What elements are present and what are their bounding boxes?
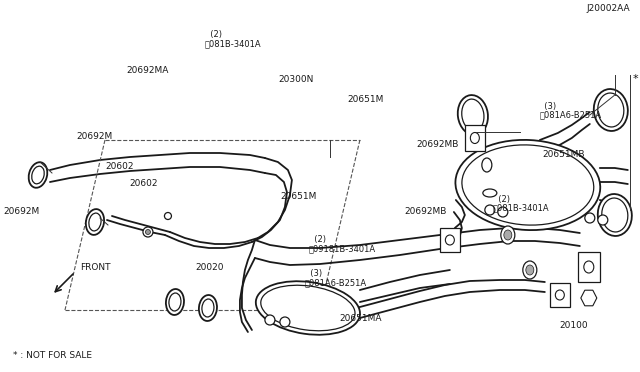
Ellipse shape bbox=[260, 285, 355, 331]
Text: (2): (2) bbox=[493, 195, 509, 203]
Ellipse shape bbox=[445, 235, 454, 245]
Ellipse shape bbox=[526, 265, 534, 275]
Ellipse shape bbox=[169, 293, 181, 311]
Ellipse shape bbox=[523, 261, 537, 279]
Text: Ⓞ081B-3401A: Ⓞ081B-3401A bbox=[205, 39, 261, 48]
Ellipse shape bbox=[501, 226, 515, 244]
Text: *: * bbox=[633, 74, 639, 84]
Text: 20651MA: 20651MA bbox=[339, 314, 381, 323]
Bar bbox=[440, 228, 460, 252]
Ellipse shape bbox=[256, 281, 360, 335]
Text: 20692M: 20692M bbox=[77, 132, 113, 141]
Text: 20020: 20020 bbox=[195, 263, 223, 272]
Ellipse shape bbox=[265, 315, 275, 325]
Text: 20692MB: 20692MB bbox=[416, 140, 458, 149]
Ellipse shape bbox=[504, 230, 512, 240]
Ellipse shape bbox=[199, 295, 217, 321]
Ellipse shape bbox=[498, 207, 508, 217]
Ellipse shape bbox=[280, 317, 290, 327]
Ellipse shape bbox=[485, 205, 495, 215]
Text: 20602: 20602 bbox=[106, 162, 134, 171]
Ellipse shape bbox=[202, 299, 214, 317]
Ellipse shape bbox=[143, 227, 153, 237]
Text: 20651M: 20651M bbox=[348, 95, 384, 104]
Text: (3): (3) bbox=[305, 269, 322, 278]
Text: Ⓞ081B-3401A: Ⓞ081B-3401A bbox=[493, 204, 549, 213]
Text: (2): (2) bbox=[309, 235, 326, 244]
Ellipse shape bbox=[556, 290, 564, 300]
Ellipse shape bbox=[598, 194, 632, 236]
Ellipse shape bbox=[456, 140, 600, 230]
Text: * : NOT FOR SALE: * : NOT FOR SALE bbox=[13, 351, 92, 360]
Text: Ⓐ081A6-B251A: Ⓐ081A6-B251A bbox=[305, 278, 367, 287]
Ellipse shape bbox=[462, 145, 594, 225]
Text: 20300N: 20300N bbox=[278, 76, 314, 84]
Ellipse shape bbox=[461, 99, 484, 131]
Text: 20100: 20100 bbox=[560, 321, 588, 330]
Ellipse shape bbox=[483, 189, 497, 197]
Text: (3): (3) bbox=[540, 102, 556, 110]
Ellipse shape bbox=[598, 215, 608, 225]
Ellipse shape bbox=[29, 162, 47, 188]
Text: 20692MA: 20692MA bbox=[127, 66, 169, 75]
Ellipse shape bbox=[89, 213, 101, 231]
Ellipse shape bbox=[458, 95, 488, 135]
Ellipse shape bbox=[482, 158, 492, 172]
Ellipse shape bbox=[164, 212, 172, 219]
Text: 20692M: 20692M bbox=[3, 207, 40, 216]
Text: 20651M: 20651M bbox=[280, 192, 317, 201]
Ellipse shape bbox=[598, 93, 624, 127]
Bar bbox=[578, 252, 600, 282]
Text: 20651MB: 20651MB bbox=[543, 150, 585, 159]
Ellipse shape bbox=[86, 209, 104, 235]
Ellipse shape bbox=[584, 261, 594, 273]
Ellipse shape bbox=[32, 166, 44, 184]
Ellipse shape bbox=[145, 230, 150, 234]
Polygon shape bbox=[581, 290, 597, 306]
Ellipse shape bbox=[470, 132, 479, 144]
Bar bbox=[465, 125, 485, 151]
Text: J20002AA: J20002AA bbox=[587, 4, 630, 13]
Text: Ⓐ081A6-B251A: Ⓐ081A6-B251A bbox=[540, 111, 602, 120]
Text: 20602: 20602 bbox=[129, 179, 157, 187]
Ellipse shape bbox=[594, 89, 628, 131]
Text: Ⓞ09181B-3401A: Ⓞ09181B-3401A bbox=[309, 244, 376, 253]
Text: (2): (2) bbox=[205, 30, 221, 39]
Ellipse shape bbox=[602, 198, 628, 232]
Text: 20692MB: 20692MB bbox=[404, 207, 447, 216]
Ellipse shape bbox=[585, 213, 595, 223]
Bar bbox=[550, 283, 570, 307]
Ellipse shape bbox=[166, 289, 184, 315]
Text: FRONT: FRONT bbox=[80, 263, 111, 273]
